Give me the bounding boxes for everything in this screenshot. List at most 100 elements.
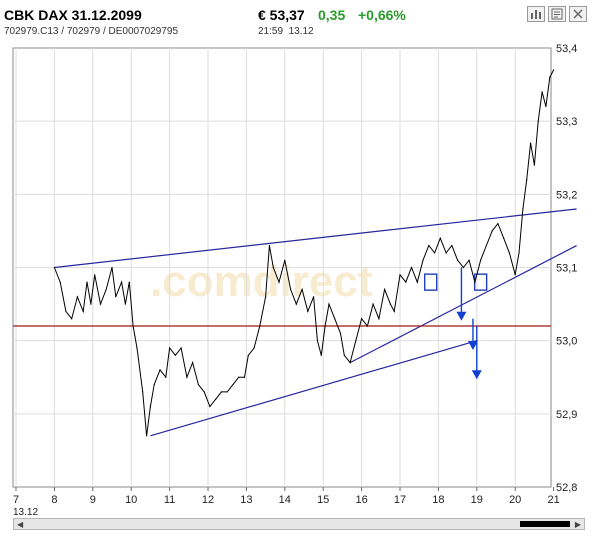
x-tick-label: 20 <box>509 494 521 506</box>
price-point <box>174 354 176 356</box>
price-point <box>549 76 551 78</box>
price-point <box>289 288 292 291</box>
price-point <box>526 179 528 181</box>
price-point <box>82 310 84 312</box>
price-point <box>320 354 322 356</box>
close-button[interactable] <box>569 6 587 22</box>
price-point <box>307 310 309 312</box>
marker-box <box>424 273 438 291</box>
bar-chart-button[interactable] <box>527 6 545 22</box>
price-point <box>405 281 407 283</box>
trendline <box>349 245 577 364</box>
price-point <box>445 252 447 254</box>
price-point <box>393 310 395 312</box>
price-point <box>518 252 520 254</box>
arrow-head <box>471 370 482 380</box>
price-point <box>503 237 505 239</box>
scroll-right-icon[interactable]: ▶ <box>574 520 581 529</box>
x-tick-label: 21 <box>547 494 559 506</box>
y-tick-label: 52,9 <box>556 409 577 421</box>
price-point <box>99 303 102 305</box>
last-price: € 53,37 <box>258 7 305 23</box>
price-point <box>508 252 511 254</box>
arrow-down <box>456 267 467 321</box>
price-point <box>451 244 453 247</box>
x-tick-label: 17 <box>394 494 406 506</box>
price-point <box>324 325 326 327</box>
arrow-head <box>467 340 478 350</box>
price-point <box>349 362 351 364</box>
price-point <box>334 318 336 320</box>
x-tick-label: 12 <box>202 494 214 506</box>
instrument-ids: 702979.C13 / 702979 / DE0007029795 <box>4 26 179 37</box>
price-point <box>272 266 274 269</box>
price-point <box>203 391 205 393</box>
price-point <box>313 296 315 298</box>
price-point <box>145 435 148 437</box>
price-point <box>121 281 123 283</box>
price-point <box>165 376 167 378</box>
price-point <box>541 91 543 93</box>
arrow-down <box>467 318 478 350</box>
price-point <box>433 252 436 254</box>
scroll-left-icon[interactable]: ◀ <box>17 520 24 529</box>
price-point <box>284 259 286 261</box>
price-point <box>220 391 223 393</box>
x-tick-label: 14 <box>279 494 291 506</box>
price-point <box>76 296 79 298</box>
x-tick-label: 9 <box>90 494 96 506</box>
x-tick-label: 19 <box>471 494 483 506</box>
price-point <box>410 266 413 269</box>
price-point <box>128 281 130 283</box>
price-point <box>253 347 255 349</box>
price-point <box>474 281 476 283</box>
price-point <box>136 347 138 349</box>
price-point <box>105 288 107 291</box>
price-point <box>243 376 246 378</box>
trendline <box>54 208 577 269</box>
price-point <box>153 383 155 386</box>
price-point <box>480 259 482 261</box>
price-point <box>238 376 240 378</box>
price-series-line <box>53 69 555 436</box>
y-tick-label: 52,8 <box>556 482 577 494</box>
price-point <box>232 383 234 386</box>
price-point <box>416 281 418 283</box>
price-point <box>428 244 430 247</box>
quote-date-value: 13.12 <box>288 26 314 37</box>
price-point <box>295 303 297 305</box>
price-chart: .comdirect 53,4 53,3 53,2 53,1 53,0 52,9 52,8 7 8… <box>12 44 577 518</box>
arrow-down <box>471 326 482 380</box>
price-point <box>215 398 217 400</box>
price-point <box>485 244 487 247</box>
price-point <box>514 274 516 276</box>
price-point <box>339 332 342 334</box>
price-point <box>457 259 459 261</box>
price-point <box>537 120 539 122</box>
scroll-thumb[interactable] <box>520 521 570 527</box>
price-point <box>422 259 424 261</box>
news-button[interactable] <box>548 6 566 22</box>
price-point <box>169 347 171 349</box>
bar-chart-icon <box>531 10 541 19</box>
price-point <box>247 354 249 356</box>
price-point <box>86 281 88 283</box>
price-point <box>497 223 499 225</box>
price-point <box>180 347 182 349</box>
price-point <box>378 318 380 320</box>
price-point <box>159 369 161 371</box>
price-point <box>361 318 363 320</box>
price-point <box>192 362 194 364</box>
news-icon <box>551 8 563 20</box>
price-point <box>328 303 330 305</box>
price-point <box>226 391 228 393</box>
time-scrollbar[interactable]: ◀ ▶ <box>13 518 585 530</box>
price-point <box>111 266 113 269</box>
x-tick-label: 15 <box>317 494 329 506</box>
price-point <box>71 318 73 320</box>
quote-time-value: 21:59 <box>258 26 284 37</box>
y-tick-label: 53,1 <box>556 263 577 275</box>
price-point <box>545 105 547 108</box>
price-point <box>366 325 368 327</box>
price-point <box>90 303 92 305</box>
